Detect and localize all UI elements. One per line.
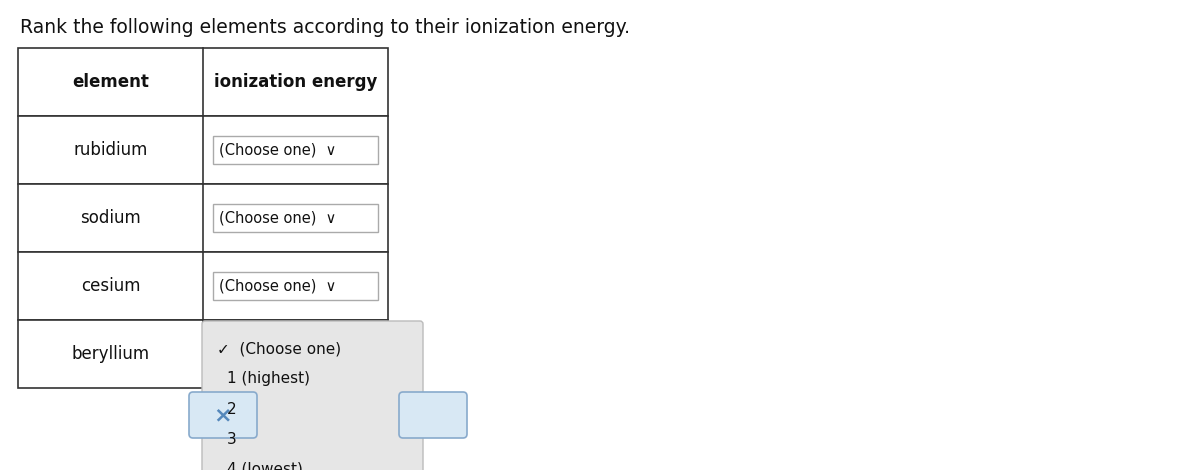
Text: rubidium: rubidium [73,141,148,159]
Bar [214,204,378,232]
Text: 2: 2 [227,401,236,416]
Text: Rank the following elements according to their ionization energy.: Rank the following elements according to… [20,18,630,37]
FancyBboxPatch shape [190,392,257,438]
Text: ✓  (Choose one): ✓ (Choose one) [220,346,338,361]
Text: (Choose one)  ∨: (Choose one) ∨ [220,279,336,293]
Bar [208,327,424,470]
FancyBboxPatch shape [398,392,467,438]
Text: ×: × [214,405,233,425]
Bar [18,252,388,320]
Text: ionization energy: ionization energy [214,73,377,91]
Text: ✓  (Choose one): ✓ (Choose one) [217,342,341,357]
Bar [18,48,388,116]
Bar [18,320,388,388]
FancyBboxPatch shape [202,321,424,470]
Bar [214,272,378,300]
Text: 1 (highest): 1 (highest) [227,371,310,386]
Text: sodium: sodium [80,209,140,227]
Text: (Choose one)  ∨: (Choose one) ∨ [220,142,336,157]
Text: beryllium: beryllium [72,345,150,363]
Bar [214,136,378,164]
Text: 4 (lowest): 4 (lowest) [227,462,302,470]
Bar [214,340,378,368]
Text: cesium: cesium [80,277,140,295]
Text: element: element [72,73,149,91]
Bar [18,184,388,252]
Text: 3: 3 [227,431,236,446]
Bar [18,116,388,184]
Text: (Choose one)  ∨: (Choose one) ∨ [220,211,336,226]
